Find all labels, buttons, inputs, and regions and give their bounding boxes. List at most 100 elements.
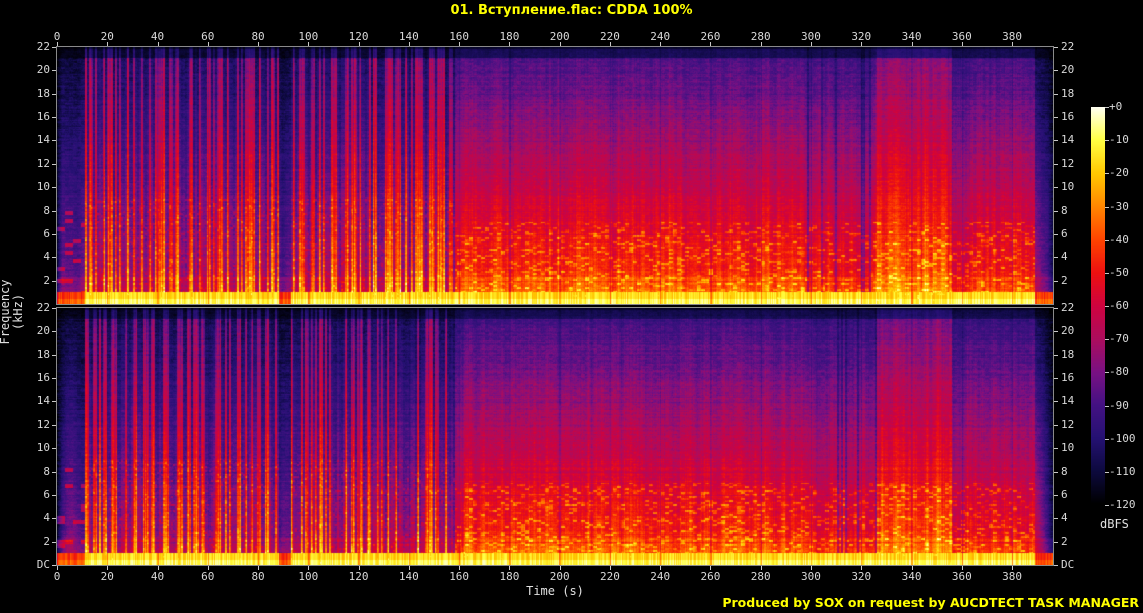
time-tick-label: 260 xyxy=(700,570,721,583)
freq-tick-label: 10 xyxy=(1061,441,1075,455)
freq-tick-mark xyxy=(52,140,56,142)
spectrogram-panel-left-channel xyxy=(56,46,1054,305)
freq-tick-mark xyxy=(1054,47,1058,48)
freq-tick-mark xyxy=(1054,354,1058,356)
time-tick-label: 240 xyxy=(650,570,671,583)
freq-tick-label: 18 xyxy=(1061,86,1075,100)
freq-tick-label: 6 xyxy=(43,226,50,240)
time-tick-label: 260 xyxy=(700,30,721,43)
freq-tick-label: 14 xyxy=(1061,394,1075,408)
freq-tick-mark xyxy=(52,117,56,119)
credit-text: Produced by SOX on request by AUCDTECT T… xyxy=(722,595,1139,610)
dbfs-tick-label: -120 xyxy=(1109,498,1136,511)
time-axis-caption: Time (s) xyxy=(526,584,584,598)
spectrogram-panel-right-channel xyxy=(56,307,1054,566)
dbfs-tick-mark xyxy=(1105,505,1109,506)
time-tick-mark xyxy=(308,42,310,46)
dbfs-tick-mark xyxy=(1105,239,1109,241)
time-tick-label: 80 xyxy=(251,570,265,583)
freq-tick-mark xyxy=(1054,233,1058,235)
dbfs-tick-label: -100 xyxy=(1109,431,1136,445)
dbfs-tick-mark xyxy=(1105,107,1109,108)
dbfs-tick-label: -30 xyxy=(1109,199,1129,213)
freq-tick-mark xyxy=(1054,140,1058,142)
time-tick-label: 320 xyxy=(851,30,872,43)
dbfs-unit-label: dBFS xyxy=(1100,517,1129,531)
time-tick-label: 120 xyxy=(348,30,369,43)
time-tick-mark xyxy=(961,566,963,570)
freq-tick-mark xyxy=(1054,378,1058,380)
freq-tick-mark xyxy=(52,518,56,520)
freq-tick-mark xyxy=(1054,541,1058,543)
time-tick-mark xyxy=(660,42,662,46)
dbfs-tick-label: -80 xyxy=(1109,365,1129,379)
freq-tick-mark xyxy=(1054,565,1058,566)
freq-tick-label: 20 xyxy=(36,324,50,338)
time-tick-mark xyxy=(157,42,159,46)
time-tick-mark xyxy=(1012,42,1014,46)
dbfs-tick-mark xyxy=(1105,140,1109,142)
spectrogram-title: 01. Вступление.flac: CDDA 100% xyxy=(450,3,693,18)
freq-tick-label: 12 xyxy=(36,417,50,431)
time-tick-label: 340 xyxy=(901,570,922,583)
freq-tick-label: 22 xyxy=(36,40,50,53)
spectrogram-canvas-right xyxy=(57,308,1053,565)
freq-tick-label: 4 xyxy=(43,250,50,264)
time-tick-label: 40 xyxy=(150,570,165,583)
time-tick-mark xyxy=(107,42,109,46)
freq-tick-mark xyxy=(52,448,56,450)
time-tick-label: 360 xyxy=(951,570,972,583)
freq-tick-label: 2 xyxy=(43,534,50,548)
time-tick-label: 380 xyxy=(1002,570,1022,583)
dbfs-tick-label: -90 xyxy=(1109,398,1129,412)
freq-tick-label: 16 xyxy=(36,371,50,385)
freq-tick-label: 10 xyxy=(36,180,50,194)
dbfs-colorbar xyxy=(1091,107,1105,509)
freq-tick-label: 16 xyxy=(1061,110,1075,124)
time-tick-label: 80 xyxy=(251,30,265,43)
time-tick-label: 220 xyxy=(599,30,620,43)
freq-tick-label: 22 xyxy=(1061,301,1075,314)
freq-tick-mark xyxy=(1054,70,1058,72)
time-tick-label: 100 xyxy=(298,570,319,583)
dbfs-tick-label: -50 xyxy=(1109,265,1129,279)
dbfs-tick-mark xyxy=(1105,206,1109,208)
freq-tick-mark xyxy=(52,471,56,473)
freq-tick-mark xyxy=(52,354,56,356)
time-tick-label: 100 xyxy=(298,30,319,43)
time-tick-label: 0 xyxy=(53,570,61,583)
time-tick-mark xyxy=(358,566,360,570)
freq-tick-label: 22 xyxy=(1061,40,1075,53)
time-tick-label: 20 xyxy=(100,30,114,43)
dbfs-tick-label: -20 xyxy=(1109,166,1129,180)
time-tick-mark xyxy=(258,42,260,46)
freq-tick-mark xyxy=(1054,93,1058,95)
freq-tick-mark xyxy=(52,233,56,235)
dbfs-tick-mark xyxy=(1105,471,1109,473)
freq-tick-mark xyxy=(52,47,56,48)
freq-tick-mark xyxy=(1054,280,1058,282)
freq-tick-label: DC xyxy=(36,558,50,571)
time-tick-mark xyxy=(961,42,963,46)
freq-tick-label: 2 xyxy=(1061,273,1068,287)
time-tick-mark xyxy=(258,566,260,570)
spectrogram-canvas-left xyxy=(57,47,1053,304)
time-tick-label: 280 xyxy=(750,570,771,583)
freq-tick-label: 8 xyxy=(1061,464,1068,478)
time-tick-mark xyxy=(559,566,561,570)
time-tick-label: 200 xyxy=(549,30,570,43)
freq-tick-label: 4 xyxy=(1061,250,1068,264)
freq-tick-mark xyxy=(52,70,56,72)
time-tick-mark xyxy=(861,42,863,46)
time-tick-mark xyxy=(157,566,159,570)
freq-tick-label: 2 xyxy=(1061,534,1068,548)
freq-tick-label: 8 xyxy=(43,203,50,217)
freq-tick-mark xyxy=(52,257,56,259)
time-tick-mark xyxy=(459,566,461,570)
time-tick-mark xyxy=(609,566,611,570)
time-tick-mark xyxy=(308,566,310,570)
time-tick-label: 180 xyxy=(499,30,520,43)
freq-tick-mark xyxy=(52,565,56,566)
freq-tick-mark xyxy=(1054,210,1058,212)
